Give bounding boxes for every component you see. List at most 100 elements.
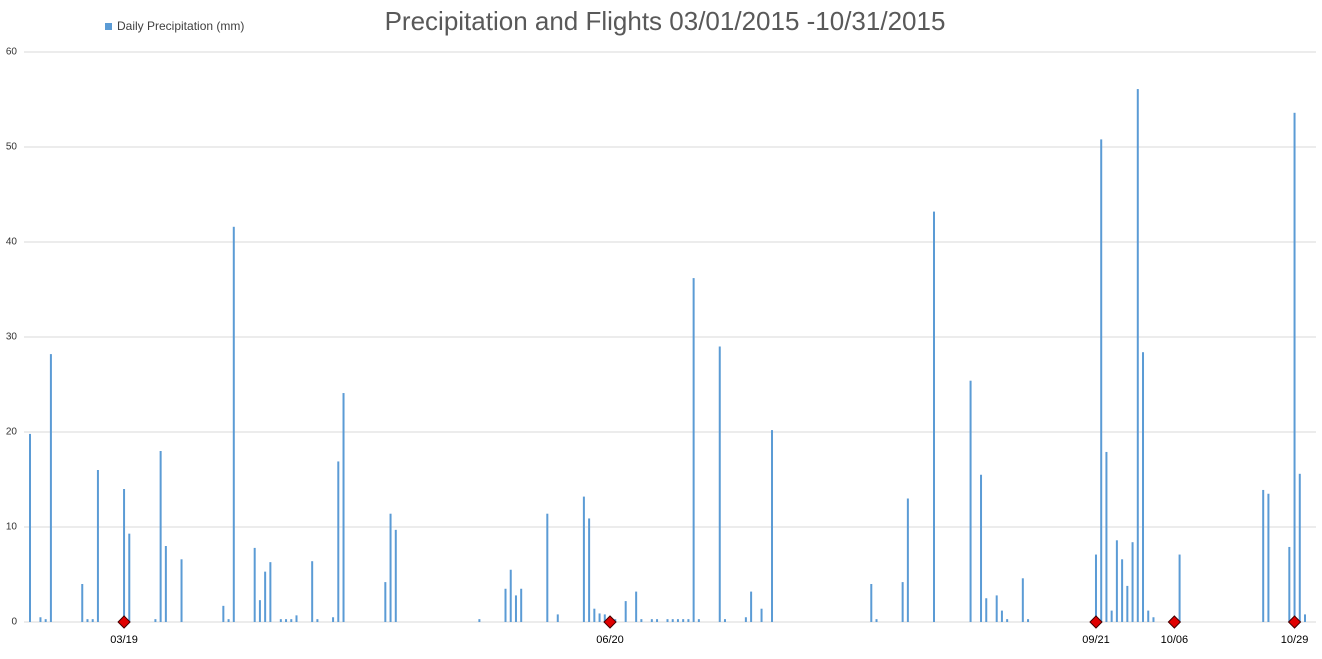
bar xyxy=(906,498,909,622)
bar xyxy=(1126,585,1129,622)
bar xyxy=(159,451,162,622)
bar xyxy=(394,529,397,622)
bar xyxy=(1027,619,1030,622)
x-tick-label: 10/29 xyxy=(1281,634,1309,646)
bar xyxy=(624,601,627,622)
y-tick-label: 50 xyxy=(6,142,18,153)
bar xyxy=(771,430,774,622)
bar xyxy=(682,619,685,622)
bar xyxy=(253,547,256,622)
bar xyxy=(582,496,585,622)
flight-marker xyxy=(603,615,617,629)
bar xyxy=(995,595,998,622)
flight-marker xyxy=(1167,615,1182,629)
bar xyxy=(154,619,157,622)
bar xyxy=(81,584,84,622)
bar xyxy=(593,608,596,622)
bar xyxy=(123,489,126,622)
x-tick-label: 03/19 xyxy=(110,634,138,646)
bar xyxy=(671,619,674,622)
bar xyxy=(1267,493,1270,622)
bar xyxy=(760,608,763,622)
bar xyxy=(1288,546,1291,622)
bar xyxy=(227,619,230,622)
bar xyxy=(697,619,700,622)
bar xyxy=(164,546,167,622)
legend-swatch xyxy=(105,23,112,30)
bar xyxy=(969,380,972,622)
bar xyxy=(258,600,261,622)
bar xyxy=(1293,112,1296,623)
bar xyxy=(1100,139,1103,622)
bar xyxy=(180,559,183,622)
bar xyxy=(1000,610,1003,622)
bar xyxy=(1131,542,1134,622)
bar xyxy=(269,562,272,622)
bar xyxy=(932,211,935,622)
bar xyxy=(870,584,873,622)
bar xyxy=(676,619,679,622)
bar xyxy=(1006,619,1009,622)
bar xyxy=(985,598,988,622)
y-tick-label: 40 xyxy=(6,237,18,248)
bar xyxy=(232,226,235,623)
bar xyxy=(718,346,721,622)
bar xyxy=(1152,617,1155,622)
x-tick-label: 09/21 xyxy=(1082,634,1110,646)
bar xyxy=(640,619,643,622)
bar xyxy=(514,595,517,622)
bar xyxy=(29,433,31,622)
bar xyxy=(311,561,314,622)
bar xyxy=(744,617,747,622)
bar xyxy=(1178,554,1181,622)
bar xyxy=(666,619,669,622)
bar xyxy=(1304,614,1306,622)
bar xyxy=(49,354,52,622)
bar xyxy=(478,619,481,622)
bar xyxy=(337,461,340,622)
bar xyxy=(279,619,282,622)
bar xyxy=(723,619,726,622)
y-tick-label: 0 xyxy=(11,617,17,628)
bar xyxy=(603,614,606,622)
bar xyxy=(264,571,267,622)
bar xyxy=(1105,451,1108,622)
bar xyxy=(980,474,983,622)
bar xyxy=(1142,352,1145,622)
bar xyxy=(39,617,42,622)
bar xyxy=(1110,610,1113,622)
bar xyxy=(546,513,549,622)
bar xyxy=(1115,540,1118,622)
bar xyxy=(650,619,653,622)
legend-label: Daily Precipitation (mm) xyxy=(117,19,244,33)
bar xyxy=(687,619,690,622)
bar xyxy=(1021,578,1024,622)
flight-marker xyxy=(117,615,131,629)
bar xyxy=(91,619,94,622)
bar xyxy=(1136,89,1139,623)
bar xyxy=(901,582,904,622)
bar xyxy=(750,591,753,622)
flight-marker xyxy=(1089,615,1103,629)
bar xyxy=(295,615,298,622)
bar xyxy=(44,619,47,622)
bar xyxy=(1147,610,1150,622)
bar xyxy=(389,513,392,622)
bar xyxy=(509,569,512,622)
bar xyxy=(384,582,387,622)
bar xyxy=(332,617,335,622)
y-tick-label: 60 xyxy=(6,47,18,58)
bar xyxy=(342,393,345,622)
bar xyxy=(128,533,131,622)
bar xyxy=(86,619,89,622)
bar xyxy=(598,613,601,622)
x-tick-label: 10/06 xyxy=(1161,634,1189,646)
bar xyxy=(556,614,559,622)
bar xyxy=(1121,559,1124,622)
flight-marker xyxy=(1287,615,1302,629)
bar xyxy=(285,619,288,622)
bar xyxy=(316,619,319,622)
chart-title: Precipitation and Flights 03/01/2015 -10… xyxy=(385,6,946,36)
bar xyxy=(520,588,523,622)
